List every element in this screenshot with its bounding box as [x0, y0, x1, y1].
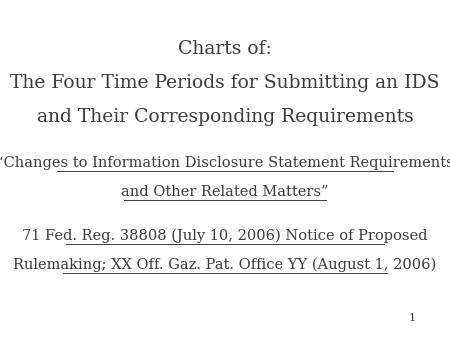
Text: 1: 1 [408, 313, 415, 323]
Text: The Four Time Periods for Submitting an IDS: The Four Time Periods for Submitting an … [10, 74, 440, 92]
Text: 71 Fed. Reg. 38808 (July 10, 2006) Notice of Proposed: 71 Fed. Reg. 38808 (July 10, 2006) Notic… [22, 228, 428, 243]
Text: and Their Corresponding Requirements: and Their Corresponding Requirements [36, 108, 414, 126]
Text: Charts of:: Charts of: [178, 40, 272, 58]
Text: Rulemaking; XX Off. Gaz. Pat. Office YY (August 1, 2006): Rulemaking; XX Off. Gaz. Pat. Office YY … [14, 258, 436, 272]
Text: “Changes to Information Disclosure Statement Requirements: “Changes to Information Disclosure State… [0, 155, 450, 170]
Text: and Other Related Matters”: and Other Related Matters” [121, 185, 329, 199]
